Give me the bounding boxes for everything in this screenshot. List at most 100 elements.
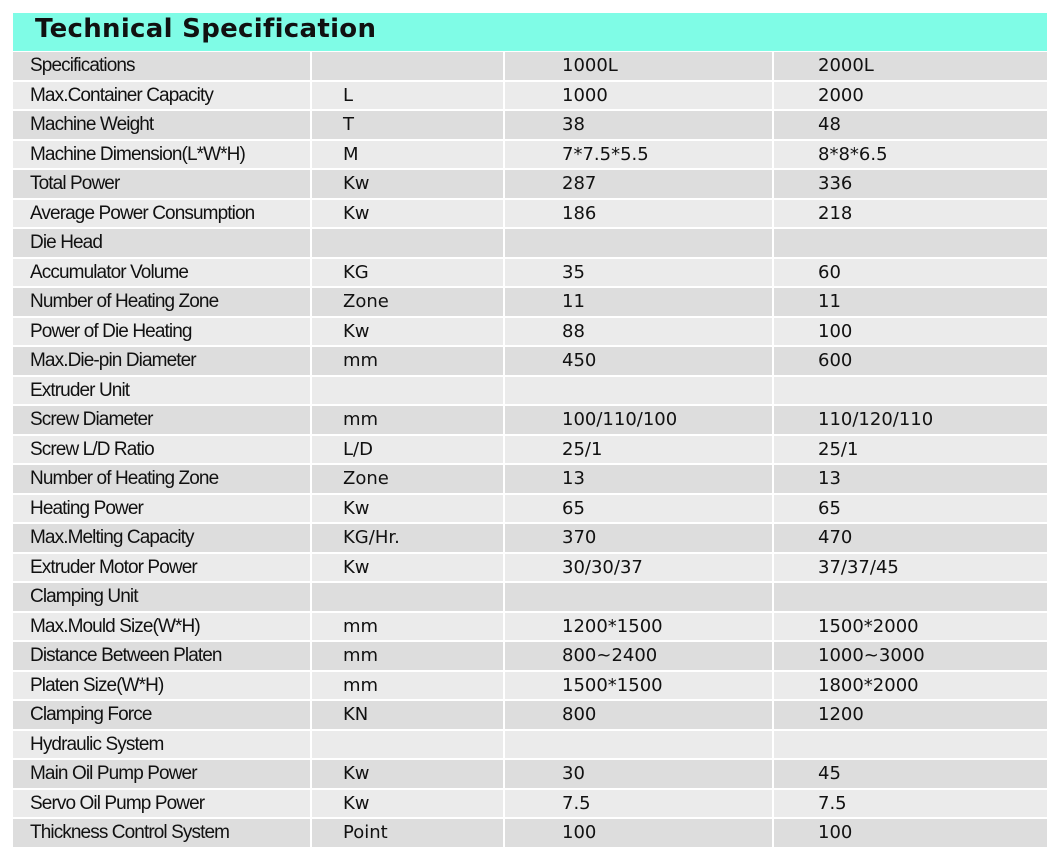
unit-cell: Kw bbox=[312, 760, 503, 788]
unit-cell: L/D bbox=[312, 435, 503, 463]
spec-name-cell: Main Oil Pump Power bbox=[13, 760, 310, 788]
unit-cell: mm bbox=[312, 671, 503, 699]
unit-cell: Kw bbox=[312, 494, 503, 522]
unit-cell: M bbox=[312, 140, 503, 168]
unit-cell: Zone bbox=[312, 465, 503, 493]
spec-name-cell: Clamping Force bbox=[13, 701, 310, 729]
value-1000l-cell: 1000 bbox=[505, 81, 772, 109]
unit-cell bbox=[312, 583, 503, 611]
value-2000l-cell: 25/1 bbox=[774, 435, 1047, 463]
unit-cell bbox=[312, 229, 503, 257]
value-2000l-cell: 8*8*6.5 bbox=[774, 140, 1047, 168]
spec-name-cell: Machine Weight bbox=[13, 111, 310, 139]
spec-name-cell: Average Power Consumption bbox=[13, 199, 310, 227]
value-1000l-cell: 13 bbox=[505, 465, 772, 493]
value-2000l-cell: 336 bbox=[774, 170, 1047, 198]
value-1000l-cell: 1000L bbox=[505, 52, 772, 80]
spec-name-cell: Heating Power bbox=[13, 494, 310, 522]
spec-name-cell: Max.Mould Size(W*H) bbox=[13, 612, 310, 640]
value-1000l-cell: 35 bbox=[505, 258, 772, 286]
spec-name-cell: Max.Melting Capacity bbox=[13, 524, 310, 552]
unit-cell: KG bbox=[312, 258, 503, 286]
unit-cell: mm bbox=[312, 612, 503, 640]
value-2000l-cell: 48 bbox=[774, 111, 1047, 139]
spec-name-cell: Platen Size(W*H) bbox=[13, 671, 310, 699]
unit-cell: Kw bbox=[312, 199, 503, 227]
value-2000l-cell: 65 bbox=[774, 494, 1047, 522]
value-2000l-cell: 100 bbox=[774, 317, 1047, 345]
unit-cell bbox=[312, 52, 503, 80]
value-1000l-cell: 1500*1500 bbox=[505, 671, 772, 699]
unit-cell: Point bbox=[312, 819, 503, 847]
value-1000l-cell: 100 bbox=[505, 819, 772, 847]
value-2000l-cell: 45 bbox=[774, 760, 1047, 788]
unit-cell bbox=[312, 730, 503, 758]
value-2000l-cell: 7.5 bbox=[774, 789, 1047, 817]
spec-name-cell: Screw Diameter bbox=[13, 406, 310, 434]
value-2000l-cell: 1500*2000 bbox=[774, 612, 1047, 640]
spec-name-cell: Power of Die Heating bbox=[13, 317, 310, 345]
title-band: Technical Specification bbox=[13, 13, 1047, 51]
spec-name-cell: Extruder Motor Power bbox=[13, 553, 310, 581]
spec-name-cell: Distance Between Platen bbox=[13, 642, 310, 670]
value-1000l-cell: 800 bbox=[505, 701, 772, 729]
value-1000l-cell: 287 bbox=[505, 170, 772, 198]
spec-name-cell: Clamping Unit bbox=[13, 583, 310, 611]
value-1000l-cell: 800~2400 bbox=[505, 642, 772, 670]
spec-name-cell: Die Head bbox=[13, 229, 310, 257]
value-2000l-cell: 110/120/110 bbox=[774, 406, 1047, 434]
spec-name-cell: Total Power bbox=[13, 170, 310, 198]
value-2000l-cell: 218 bbox=[774, 199, 1047, 227]
value-1000l-cell: 30 bbox=[505, 760, 772, 788]
unit-cell: mm bbox=[312, 347, 503, 375]
spec-name-cell: Number of Heating Zone bbox=[13, 288, 310, 316]
value-2000l-cell bbox=[774, 376, 1047, 404]
spec-name-cell: Specifications bbox=[13, 52, 310, 80]
value-1000l-cell: 11 bbox=[505, 288, 772, 316]
value-1000l-cell: 7.5 bbox=[505, 789, 772, 817]
value-2000l-cell: 11 bbox=[774, 288, 1047, 316]
value-2000l-cell: 1000~3000 bbox=[774, 642, 1047, 670]
unit-cell: KN bbox=[312, 701, 503, 729]
spec-name-cell: Servo Oil Pump Power bbox=[13, 789, 310, 817]
value-1000l-cell bbox=[505, 376, 772, 404]
value-1000l-cell: 88 bbox=[505, 317, 772, 345]
value-1000l-cell: 370 bbox=[505, 524, 772, 552]
value-2000l-cell: 13 bbox=[774, 465, 1047, 493]
value-1000l-cell bbox=[505, 229, 772, 257]
value-1000l-cell bbox=[505, 583, 772, 611]
value-2000l-cell: 1800*2000 bbox=[774, 671, 1047, 699]
spec-name-cell: Max.Container Capacity bbox=[13, 81, 310, 109]
spec-name-cell: Hydraulic System bbox=[13, 730, 310, 758]
spec-name-cell: Max.Die-pin Diameter bbox=[13, 347, 310, 375]
value-1000l-cell: 1200*1500 bbox=[505, 612, 772, 640]
spec-table: Specifications 1000L 2000L Max.Container Ca… bbox=[13, 52, 1047, 847]
unit-cell: Zone bbox=[312, 288, 503, 316]
unit-cell bbox=[312, 376, 503, 404]
unit-cell: mm bbox=[312, 642, 503, 670]
spec-name-cell: Accumulator Volume bbox=[13, 258, 310, 286]
unit-cell: L bbox=[312, 81, 503, 109]
unit-cell: Kw bbox=[312, 553, 503, 581]
value-1000l-cell: 30/30/37 bbox=[505, 553, 772, 581]
spec-name-cell: Number of Heating Zone bbox=[13, 465, 310, 493]
value-2000l-cell: 60 bbox=[774, 258, 1047, 286]
spec-name-cell: Extruder Unit bbox=[13, 376, 310, 404]
value-1000l-cell: 186 bbox=[505, 199, 772, 227]
value-2000l-cell: 2000L bbox=[774, 52, 1047, 80]
value-2000l-cell bbox=[774, 583, 1047, 611]
spec-name-cell: Machine Dimension(L*W*H) bbox=[13, 140, 310, 168]
unit-cell: mm bbox=[312, 406, 503, 434]
value-1000l-cell: 100/110/100 bbox=[505, 406, 772, 434]
value-1000l-cell: 7*7.5*5.5 bbox=[505, 140, 772, 168]
spec-name-cell: Screw L/D Ratio bbox=[13, 435, 310, 463]
value-2000l-cell bbox=[774, 229, 1047, 257]
value-2000l-cell bbox=[774, 730, 1047, 758]
unit-cell: Kw bbox=[312, 170, 503, 198]
unit-cell: T bbox=[312, 111, 503, 139]
unit-cell: Kw bbox=[312, 317, 503, 345]
unit-cell: KG/Hr. bbox=[312, 524, 503, 552]
value-1000l-cell: 450 bbox=[505, 347, 772, 375]
value-2000l-cell: 100 bbox=[774, 819, 1047, 847]
spec-name-cell: Thickness Control System bbox=[13, 819, 310, 847]
